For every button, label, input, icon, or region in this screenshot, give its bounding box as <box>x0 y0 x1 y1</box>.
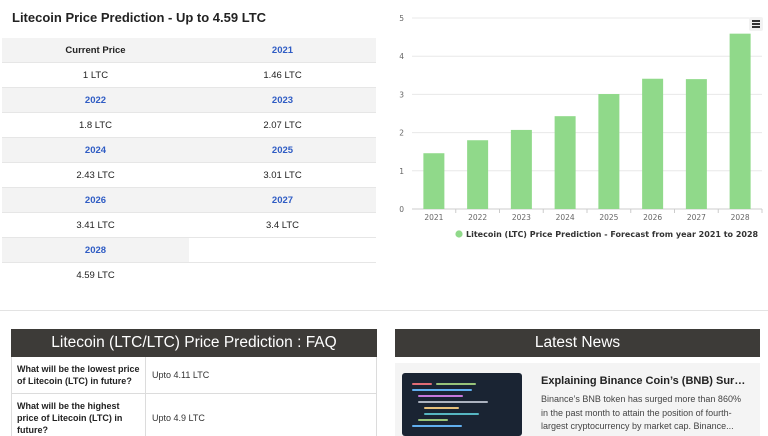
news-thumbnail[interactable] <box>402 373 522 436</box>
faq-title: Litecoin (LTC/LTC) Price Prediction : FA… <box>11 329 377 357</box>
legend-label: Litecoin (LTC) Price Prediction - Foreca… <box>466 230 759 239</box>
chart-bar <box>554 116 576 209</box>
bar-chart-svg: 0 1 2 3 4 5 2021 2022 2023 2024 2025 2026 2027 2028 Li… <box>399 14 763 239</box>
y-tick-label: 3 <box>399 90 404 99</box>
table-cell: 2025 <box>189 138 376 162</box>
table-row: 2022 2023 <box>2 88 376 113</box>
faq-question: What will be the lowest price of Litecoi… <box>12 357 146 393</box>
table-cell: 2.07 LTC <box>263 119 302 131</box>
faq-row: What will be the lowest price of Litecoi… <box>12 357 376 394</box>
faq-question: What will be the highest price of Liteco… <box>12 394 146 436</box>
y-tick-label: 0 <box>399 205 404 214</box>
table-cell: 3.4 LTC <box>265 219 300 231</box>
table-cell: 2028 <box>2 238 189 262</box>
chart-bar <box>467 140 489 209</box>
hamburger-menu-icon[interactable] <box>749 17 763 31</box>
table-cell: 1 LTC <box>82 69 109 81</box>
table-row: 3.41 LTC 3.4 LTC <box>2 213 376 238</box>
x-tick-label: 2026 <box>643 213 662 222</box>
y-tick-label: 1 <box>399 167 404 176</box>
table-cell: 4.59 LTC <box>76 270 115 281</box>
chart-bar <box>598 94 620 209</box>
faq-table: What will be the lowest price of Litecoi… <box>11 357 377 436</box>
table-cell: 2027 <box>189 188 376 212</box>
legend-marker <box>455 230 463 238</box>
table-cell: Current Price <box>2 38 189 62</box>
table-cell: 2024 <box>2 138 189 162</box>
news-excerpt: Binance’s BNB token has surged more than… <box>541 394 741 431</box>
section-divider <box>0 310 768 311</box>
y-tick-label: 2 <box>399 129 404 138</box>
table-row: 4.59 LTC <box>2 263 376 288</box>
table-cell: 2.43 LTC <box>76 169 115 181</box>
news-headline[interactable]: Explaining Binance Coin’s (BNB) Surge... <box>541 375 751 387</box>
x-tick-label: 2028 <box>731 213 750 222</box>
news-card[interactable]: Explaining Binance Coin’s (BNB) Surge...… <box>395 363 760 436</box>
x-tick-label: 2027 <box>687 213 706 222</box>
table-row: Current Price 2021 <box>2 38 376 63</box>
x-tick-label: 2024 <box>556 213 575 222</box>
chart-bar <box>729 33 751 209</box>
faq-answer: Upto 4.11 LTC <box>152 370 210 380</box>
chart-bar <box>642 78 664 209</box>
chart-bar <box>423 153 445 209</box>
x-tick-label: 2022 <box>468 213 487 222</box>
table-row: 2028 <box>2 238 376 263</box>
table-row: 1 LTC 1.46 LTC <box>2 63 376 88</box>
table-cell: 1.46 LTC <box>263 69 302 81</box>
news-title: Latest News <box>395 329 760 357</box>
table-cell: 2023 <box>189 88 376 112</box>
table-cell: 2026 <box>2 188 189 212</box>
table-row: 2026 2027 <box>2 188 376 213</box>
price-table: Current Price 2021 1 LTC 1.46 LTC 2022 2… <box>2 38 376 288</box>
x-tick-label: 2023 <box>512 213 531 222</box>
chart-bar <box>510 129 532 209</box>
y-tick-label: 5 <box>399 14 404 23</box>
table-cell: 2022 <box>2 88 189 112</box>
table-cell: 2021 <box>189 38 376 62</box>
table-cell <box>189 238 376 262</box>
table-row: 2.43 LTC 3.01 LTC <box>2 163 376 188</box>
x-tick-label: 2021 <box>424 213 443 222</box>
table-cell: 1.8 LTC <box>78 119 113 131</box>
y-tick-label: 4 <box>399 52 404 61</box>
table-cell: 3.01 LTC <box>263 169 302 181</box>
table-row: 2024 2025 <box>2 138 376 163</box>
table-cell: 3.41 LTC <box>76 219 115 231</box>
table-row: 1.8 LTC 2.07 LTC <box>2 113 376 138</box>
faq-row: What will be the highest price of Liteco… <box>12 394 376 436</box>
x-tick-label: 2025 <box>599 213 618 222</box>
price-chart: 0 1 2 3 4 5 2021 2022 2023 2024 2025 2026 2027 2028 Li… <box>392 6 768 252</box>
chart-bar <box>685 79 707 210</box>
faq-answer: Upto 4.9 LTC <box>152 413 205 423</box>
page-title: Litecoin Price Prediction - Up to 4.59 L… <box>12 10 267 25</box>
table-cell <box>189 263 376 288</box>
